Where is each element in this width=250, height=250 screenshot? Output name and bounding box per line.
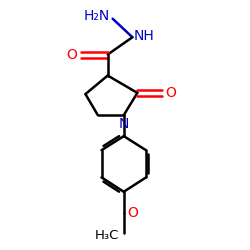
- Text: NH: NH: [133, 29, 154, 43]
- Text: H₂N: H₂N: [84, 9, 110, 23]
- Text: O: O: [66, 48, 77, 62]
- Text: O: O: [165, 86, 176, 100]
- Text: O: O: [127, 206, 138, 220]
- Text: H₃C: H₃C: [94, 228, 119, 241]
- Text: N: N: [118, 117, 129, 131]
